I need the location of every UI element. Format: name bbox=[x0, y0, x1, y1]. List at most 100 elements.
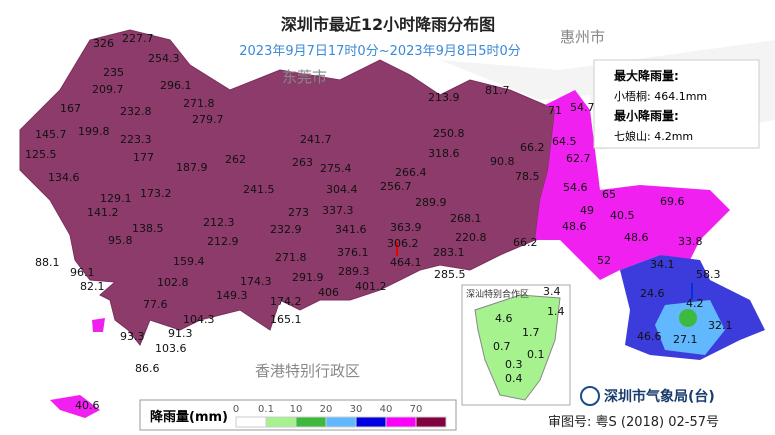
station-value: 149.3 bbox=[216, 289, 248, 302]
station-value: 212.9 bbox=[207, 235, 239, 248]
legend-tick: 0 bbox=[233, 404, 239, 415]
station-value: 401.2 bbox=[355, 280, 387, 293]
station-value: 289.9 bbox=[415, 196, 447, 209]
legend-tick: 0.1 bbox=[258, 404, 274, 415]
region-rain-10 bbox=[679, 309, 697, 327]
station-value: 279.7 bbox=[192, 113, 224, 126]
region-label: 香港特别行政区 bbox=[255, 362, 360, 380]
station-value: 90.8 bbox=[490, 155, 515, 168]
station-value: 289.3 bbox=[338, 265, 370, 278]
station-value: 145.7 bbox=[35, 128, 67, 141]
legend-swatch bbox=[325, 416, 357, 428]
station-value: 271.8 bbox=[275, 251, 307, 264]
station-value: 0.1 bbox=[527, 348, 545, 361]
station-value: 1.7 bbox=[522, 326, 540, 339]
station-value: 141.2 bbox=[87, 206, 119, 219]
station-value: 167 bbox=[60, 102, 81, 115]
station-value: 232.8 bbox=[120, 105, 152, 118]
station-value: 134.6 bbox=[48, 171, 80, 184]
max-title: 最大降雨量: bbox=[614, 68, 679, 83]
station-value: 177 bbox=[133, 151, 154, 164]
station-value: 464.1 bbox=[390, 256, 422, 269]
station-value: 241.7 bbox=[300, 133, 332, 146]
inset-region bbox=[474, 294, 561, 401]
station-value: 71 bbox=[548, 104, 562, 117]
station-value: 199.8 bbox=[78, 125, 110, 138]
station-value: 165.1 bbox=[270, 313, 302, 326]
station-value: 24.6 bbox=[640, 287, 665, 300]
station-value: 363.9 bbox=[390, 221, 422, 234]
legend-tick: 70 bbox=[410, 404, 423, 415]
station-value: 376.1 bbox=[337, 246, 369, 259]
station-value: 96.1 bbox=[70, 266, 95, 279]
station-value: 159.4 bbox=[173, 255, 205, 268]
station-value: 174.3 bbox=[240, 275, 272, 288]
station-value: 275.4 bbox=[320, 162, 352, 175]
station-value: 66.2 bbox=[513, 236, 538, 249]
station-value: 40.6 bbox=[75, 399, 100, 412]
station-value: 1.4 bbox=[547, 305, 565, 318]
station-value: 273 bbox=[288, 206, 309, 219]
station-value: 212.3 bbox=[203, 216, 235, 229]
station-value: 304.4 bbox=[326, 183, 358, 196]
station-value: 220.8 bbox=[455, 231, 487, 244]
legend-tick: 40 bbox=[380, 404, 393, 415]
station-value: 129.1 bbox=[100, 192, 132, 205]
station-value: 213.9 bbox=[428, 91, 460, 104]
station-value: 77.6 bbox=[143, 298, 168, 311]
station-value: 46.6 bbox=[637, 330, 662, 343]
station-value: 283.1 bbox=[433, 246, 465, 259]
legend-swatch bbox=[415, 416, 447, 428]
station-value: 40.5 bbox=[610, 209, 635, 222]
station-value: 34.1 bbox=[650, 258, 675, 271]
legend-swatch bbox=[355, 416, 387, 428]
station-value: 209.7 bbox=[92, 83, 124, 96]
region-rain-70 bbox=[19, 29, 556, 346]
station-value: 95.8 bbox=[108, 234, 133, 247]
station-value: 250.8 bbox=[433, 127, 465, 140]
min-title: 最小降雨量: bbox=[614, 108, 679, 123]
station-value: 33.8 bbox=[678, 235, 703, 248]
footer-org: 深圳市气象局(台) bbox=[604, 388, 715, 405]
island bbox=[50, 395, 100, 418]
station-value: 125.5 bbox=[25, 148, 57, 161]
station-value: 223.3 bbox=[120, 133, 152, 146]
station-value: 326 bbox=[93, 37, 114, 50]
island bbox=[92, 318, 105, 332]
subtitle: 2023年9月7日17时0分~2023年9月8日5时0分 bbox=[239, 44, 521, 59]
station-value: 104.3 bbox=[183, 313, 215, 326]
legend-title: 降雨量(mm) bbox=[150, 409, 228, 425]
station-value: 0.4 bbox=[505, 372, 523, 385]
station-value: 86.6 bbox=[135, 362, 160, 375]
station-value: 271.8 bbox=[183, 97, 215, 110]
station-value: 58.3 bbox=[696, 268, 721, 281]
station-value: 256.7 bbox=[380, 180, 412, 193]
region-rain-40 bbox=[535, 90, 730, 280]
station-value: 78.5 bbox=[515, 170, 540, 183]
legend-swatch bbox=[295, 416, 327, 428]
station-value: 93.3 bbox=[120, 330, 145, 343]
legend-tick: 20 bbox=[320, 404, 333, 415]
extremes-box bbox=[593, 59, 760, 149]
station-value: 0.7 bbox=[493, 340, 511, 353]
station-value: 91.3 bbox=[168, 327, 193, 340]
station-value: 64.5 bbox=[552, 135, 577, 148]
station-value: 318.6 bbox=[428, 147, 460, 160]
station-value: 32.1 bbox=[708, 319, 733, 332]
legend-scale: 0 0.1 10 20 30 40 70 bbox=[233, 404, 447, 428]
legend-tick: 10 bbox=[290, 404, 303, 415]
station-value: 88.1 bbox=[35, 256, 60, 269]
min-text: 七娘山: 4.2mm bbox=[614, 129, 693, 143]
station-value: 232.9 bbox=[270, 223, 302, 236]
legend-swatch bbox=[385, 416, 417, 428]
station-value: 82.1 bbox=[80, 280, 105, 293]
station-value: 406 bbox=[318, 286, 339, 299]
station-value: 65 bbox=[602, 188, 616, 201]
station-value: 103.6 bbox=[155, 342, 187, 355]
station-value: 341.6 bbox=[335, 223, 367, 236]
station-value: 69.6 bbox=[660, 195, 685, 208]
station-value: 268.1 bbox=[450, 212, 482, 225]
station-value: 62.7 bbox=[566, 152, 591, 165]
region-rain-20 bbox=[655, 300, 725, 355]
